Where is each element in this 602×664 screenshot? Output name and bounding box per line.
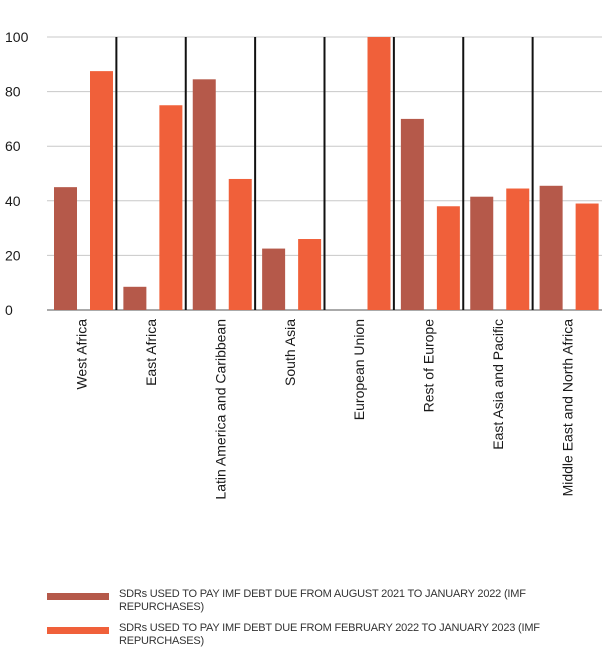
y-axis: 0 20 40 60 80 100 — [5, 29, 29, 318]
y-tick-label: 80 — [5, 84, 21, 100]
bar-series-2-south-asia — [298, 239, 322, 310]
x-tick-label: East Asia and Pacific — [490, 319, 506, 450]
y-tick-label: 60 — [5, 138, 21, 154]
legend: SDRs USED TO PAY IMF DEBT DUE FROM AUGUS… — [47, 588, 587, 656]
bar-series-1-rest-of-europe — [400, 118, 424, 311]
bar-series-2-rest-of-europe — [436, 206, 460, 310]
x-axis: West Africa East Africa Latin America and … — [74, 319, 576, 500]
bar-series-1-west-africa — [54, 187, 77, 310]
x-tick-label: West Africa — [74, 319, 90, 390]
legend-label-series-2: SDRs USED TO PAY IMF DEBT DUE FROM FEBRU… — [119, 622, 540, 647]
bar-series-1-east-asia-and-pacific — [470, 196, 494, 310]
x-tick-label: South Asia — [282, 319, 298, 386]
x-tick-label: European Union — [351, 319, 367, 420]
y-tick-label: 40 — [5, 193, 21, 209]
bar-series-1-middle-east-and-north-africa — [539, 185, 563, 310]
y-tick-label: 0 — [5, 302, 13, 318]
legend-item-series-1: SDRs USED TO PAY IMF DEBT DUE FROM AUGUS… — [47, 588, 587, 614]
bar-series-1-east-africa — [123, 286, 147, 310]
bar-chart: 0 20 40 60 80 100 West Africa East Africa Latin… — [5, 29, 602, 500]
legend-swatch-series-1 — [47, 593, 109, 600]
x-tick-label: Latin America and Caribbean — [212, 319, 228, 500]
x-tick-label: Middle East and North Africa — [559, 319, 575, 497]
x-tick-label: East Africa — [143, 319, 159, 386]
bar-series-2-east-africa — [159, 105, 183, 310]
bar-series-2-european-union — [367, 37, 391, 310]
bar-series-2-middle-east-and-north-africa — [575, 203, 599, 310]
x-tick-label: Rest of Europe — [421, 319, 437, 413]
legend-swatch-series-2 — [47, 627, 109, 634]
bar-series-2-latin-america-and-caribbean — [228, 178, 252, 310]
bar-series-2-east-asia-and-pacific — [506, 188, 530, 310]
bar-series-1-latin-america-and-caribbean — [192, 79, 216, 310]
bar-series-1-south-asia — [262, 248, 286, 310]
bar-series-2-west-africa — [90, 71, 113, 310]
y-tick-label: 20 — [5, 247, 21, 263]
y-tick-label: 100 — [5, 29, 29, 45]
legend-label-series-1: SDRs USED TO PAY IMF DEBT DUE FROM AUGUS… — [119, 588, 526, 613]
bars — [54, 37, 599, 311]
legend-item-series-2: SDRs USED TO PAY IMF DEBT DUE FROM FEBRU… — [47, 622, 587, 648]
category-dividers — [115, 37, 534, 310]
